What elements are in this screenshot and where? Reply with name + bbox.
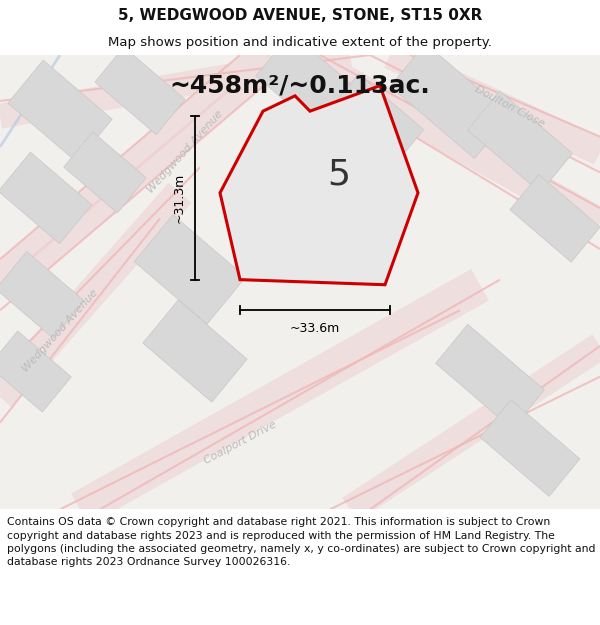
Polygon shape — [256, 33, 364, 138]
Polygon shape — [95, 47, 185, 134]
Polygon shape — [326, 74, 424, 169]
Polygon shape — [480, 400, 580, 496]
Text: Map shows position and indicative extent of the property.: Map shows position and indicative extent… — [108, 36, 492, 49]
Polygon shape — [467, 91, 572, 192]
Polygon shape — [0, 252, 84, 338]
Polygon shape — [0, 152, 92, 244]
Text: Contains OS data © Crown copyright and database right 2021. This information is : Contains OS data © Crown copyright and d… — [7, 518, 596, 567]
Polygon shape — [143, 300, 247, 402]
Text: ~33.6m: ~33.6m — [290, 322, 340, 335]
Text: 5: 5 — [328, 158, 350, 191]
Polygon shape — [8, 60, 112, 162]
Polygon shape — [390, 43, 510, 159]
Polygon shape — [64, 132, 146, 213]
Polygon shape — [436, 324, 544, 429]
Text: Doulton Close: Doulton Close — [473, 84, 547, 129]
Text: Wedgwood Avenue: Wedgwood Avenue — [145, 109, 224, 195]
Polygon shape — [0, 331, 71, 412]
Polygon shape — [134, 215, 245, 324]
Text: ~31.3m: ~31.3m — [173, 173, 185, 223]
Polygon shape — [220, 86, 418, 285]
Polygon shape — [510, 174, 600, 262]
Text: Wedgwood Avenue: Wedgwood Avenue — [20, 288, 100, 374]
Text: 5, WEDGWOOD AVENUE, STONE, ST15 0XR: 5, WEDGWOOD AVENUE, STONE, ST15 0XR — [118, 8, 482, 23]
Text: Coalport Drive: Coalport Drive — [202, 419, 278, 466]
Text: ~458m²/~0.113ac.: ~458m²/~0.113ac. — [170, 74, 430, 98]
